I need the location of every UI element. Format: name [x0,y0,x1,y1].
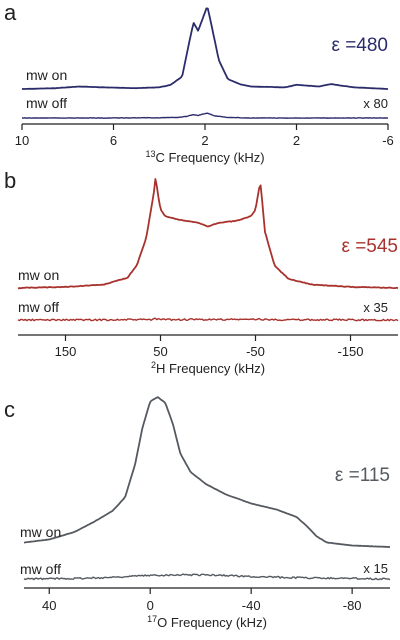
x-tick-label-a: -6 [382,133,394,148]
series-line-a-mw-off [21,112,389,119]
x-axis-label-isotope: 17 [147,614,157,624]
x-tick-label-b: -150 [337,344,363,359]
x-axis-label-text: O Frequency (kHz) [157,615,267,630]
x-axis-label-c: 17O Frequency (kHz) [147,614,267,630]
panel-label-a: a [4,0,17,25]
x-tick-label-c: -80 [343,598,362,613]
x-tick-label-a: 2 [201,133,208,148]
enhancement-label-b: ε =545 [341,236,398,257]
x-tick-label-c: 40 [42,598,56,613]
series-label-mw-off: mw off [20,561,61,577]
x-axis-label-a: 13C Frequency (kHz) [145,149,264,165]
x-axis-label-text: H Frequency (kHz) [156,361,265,376]
x-axis-label-b: 2H Frequency (kHz) [151,360,265,376]
enhancement-label-a: ε =480 [331,35,388,56]
x-tick-label-a: 6 [110,133,117,148]
scale-factor-label-c: x 15 [363,561,388,576]
series-line-b-mw-off [17,317,399,322]
series-line-b-mw-on [17,178,399,290]
x-axis-label-text: C Frequency (kHz) [155,150,264,165]
series-label-mw-on: mw on [20,524,61,540]
x-tick-label-a: 10 [15,133,29,148]
scale-factor-label-a: x 80 [363,96,388,111]
x-tick-label-a: 2 [293,133,300,148]
x-tick-label-c: -40 [242,598,261,613]
x-axis-label-isotope: 13 [145,149,155,159]
series-label-mw-on: mw on [26,67,67,83]
series-label-mw-off: mw off [26,95,67,111]
x-tick-label-c: 0 [147,598,154,613]
x-axis-label-isotope: 2 [151,360,156,370]
series-line-c-mw-on [23,396,391,548]
panel-label-c: c [4,397,15,422]
series-label-mw-on: mw on [18,267,59,283]
x-tick-label-b: -50 [246,344,265,359]
series-line-c-mw-off [23,573,391,581]
panel-label-b: b [4,168,16,193]
x-tick-label-b: 150 [55,344,77,359]
x-tick-label-b: 50 [153,344,167,359]
series-line-a-mw-on [21,7,388,90]
series-label-mw-off: mw off [18,299,59,315]
enhancement-label-c: ε =115 [335,465,390,486]
scale-factor-label-b: x 35 [363,300,388,315]
